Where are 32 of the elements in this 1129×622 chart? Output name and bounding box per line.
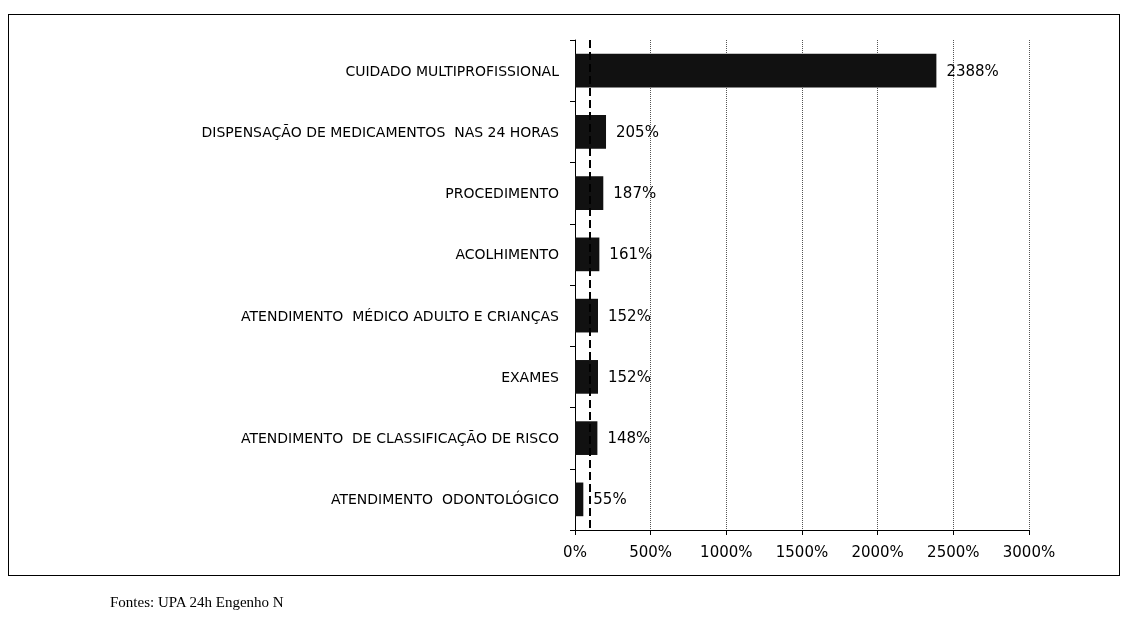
y-tick-label: ACOLHIMENTO <box>455 246 559 263</box>
data-label: 161% <box>609 245 653 264</box>
data-label: 152% <box>608 367 651 386</box>
x-tick-label: 0% <box>563 542 587 561</box>
bar <box>575 298 598 333</box>
data-label: 55% <box>593 490 627 509</box>
x-tick-label: 1000% <box>700 542 753 561</box>
x-tick-label: 1500% <box>775 542 829 561</box>
data-label: 2388% <box>946 61 999 80</box>
x-tick-label: 3000% <box>1002 542 1056 561</box>
bar <box>575 482 584 517</box>
bar <box>575 115 607 149</box>
y-tick-label: CUIDADO MULTIPROFISSIONAL <box>345 62 560 79</box>
y-tick-label: ATENDIMENTO ODONTOLÓGICO <box>330 490 559 508</box>
bar <box>575 53 937 88</box>
x-tick-label: 2000% <box>851 542 904 561</box>
y-tick-label: PROCEDIMENTO <box>445 185 559 202</box>
x-tick-label: 500% <box>629 542 673 561</box>
data-label: 205% <box>616 122 659 141</box>
data-label: 187% <box>613 184 657 203</box>
bar <box>575 237 600 272</box>
y-tick-label: DISPENSAÇÃO DE MEDICAMENTOS NAS 24 HORAS <box>201 123 560 140</box>
y-tick-label: ATENDIMENTO DE CLASSIFICAÇÃO DE RISCO <box>240 430 559 447</box>
x-tick-label: 2500% <box>927 542 980 561</box>
text: Fontes: UPA 24h Engenho N <box>110 594 284 611</box>
data-label: 148% <box>607 429 651 448</box>
y-tick-label: EXAMES <box>501 368 560 385</box>
data-label: 152% <box>608 306 651 325</box>
bar <box>575 176 604 210</box>
bar <box>575 360 598 394</box>
bar <box>575 421 598 455</box>
y-tick-label: ATENDIMENTO MÉDICO ADULTO E CRIANÇAS <box>241 307 560 324</box>
